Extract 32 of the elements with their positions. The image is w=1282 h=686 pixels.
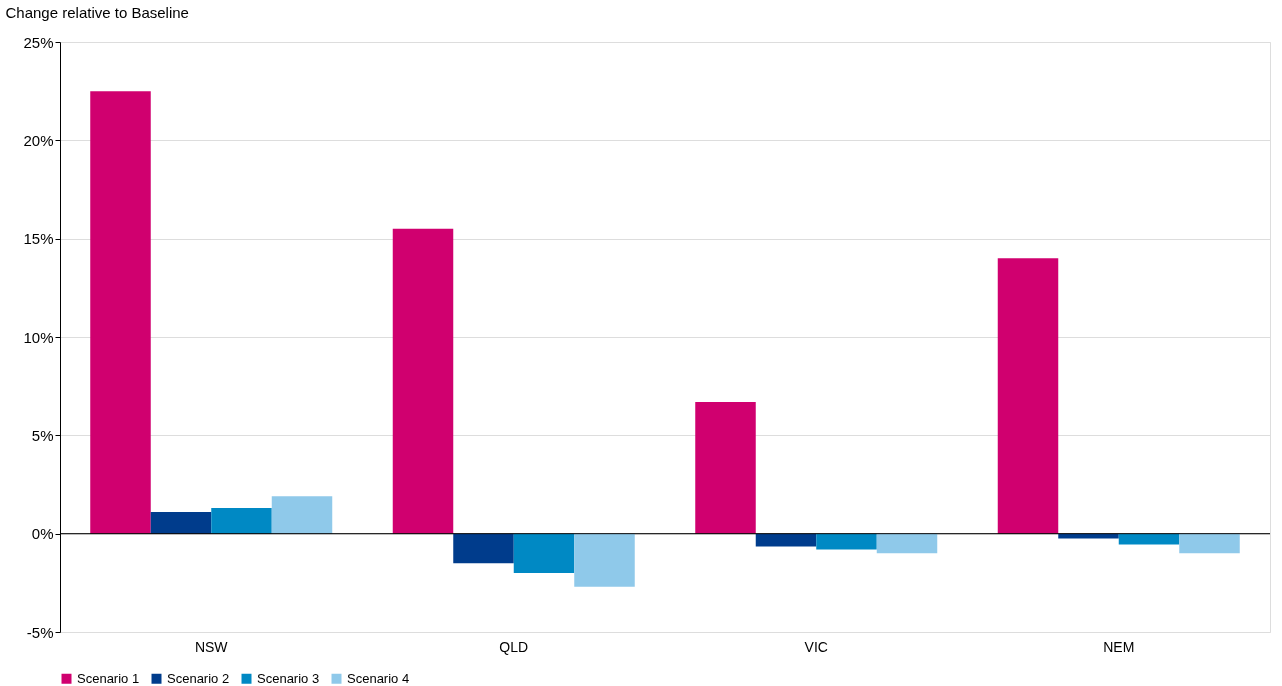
- bar: [695, 401, 756, 534]
- x-tick-label: QLD: [499, 638, 529, 655]
- bar: [755, 533, 817, 547]
- bar: [392, 228, 454, 534]
- legend-label: Scenario 2: [167, 670, 230, 686]
- bar: [90, 91, 151, 534]
- x-tick-label: NSW: [194, 638, 229, 655]
- bar: [876, 533, 938, 554]
- y-tick-label: 15%: [23, 230, 54, 248]
- y-tick-label: -5%: [26, 623, 54, 641]
- legend-label: Scenario 1: [77, 670, 140, 686]
- bar: [513, 533, 575, 573]
- bar: [1179, 533, 1240, 554]
- y-tick-label: 25%: [23, 33, 54, 51]
- bar: [997, 258, 1059, 534]
- y-tick-label: 0%: [31, 525, 54, 543]
- bar: [1118, 533, 1180, 545]
- y-axis-title: Change relative to Baseline: [5, 3, 189, 21]
- bar: [1058, 533, 1119, 539]
- x-tick-label: VIC: [804, 638, 828, 655]
- bar: [453, 533, 514, 564]
- legend-label: Scenario 3: [257, 670, 320, 686]
- bar: [816, 533, 877, 550]
- bar: [150, 512, 212, 534]
- bar: [574, 533, 635, 587]
- y-tick-label: 5%: [31, 426, 54, 444]
- y-tick-label: 10%: [23, 328, 54, 346]
- x-tick-label: NEM: [1103, 638, 1135, 655]
- bar: [271, 496, 333, 534]
- legend-label: Scenario 4: [347, 670, 410, 686]
- bar: [211, 508, 272, 534]
- y-tick-label: 20%: [23, 131, 54, 149]
